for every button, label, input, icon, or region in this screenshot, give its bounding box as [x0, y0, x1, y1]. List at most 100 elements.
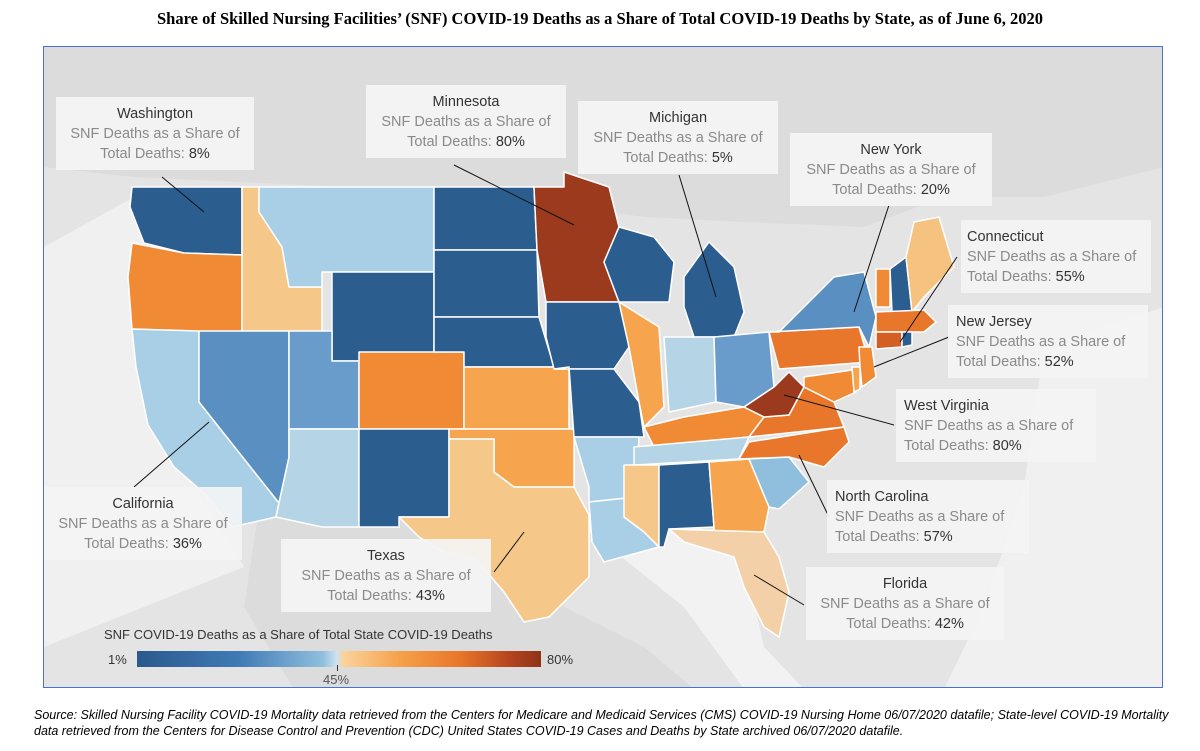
leader-new-jersey [873, 336, 950, 368]
callout-subtitle: SNF Deaths as a Share of [593, 130, 763, 146]
leader-california [133, 421, 210, 488]
state-wyoming [331, 271, 435, 362]
callout-connecticut: Connecticut SNF Deaths as a Share of Tot… [961, 220, 1151, 293]
legend-title: SNF COVID-19 Deaths as a Share of Total … [104, 627, 493, 642]
callout-subtitle: SNF Deaths as a Share of [381, 114, 551, 130]
callout-california: California SNF Deaths as a Share of Tota… [44, 487, 242, 560]
callout-subtitle: SNF Deaths as a Share of [58, 516, 228, 532]
callout-prefix: Total Deaths: [967, 269, 1052, 285]
callout-texas: Texas SNF Deaths as a Share of Total Dea… [281, 539, 491, 612]
callout-prefix: Total Deaths: [832, 182, 917, 198]
state-kansas [463, 366, 570, 430]
state-arizona [275, 428, 360, 528]
callout-state-name: New Jersey [956, 314, 1032, 330]
leader-texas [493, 531, 525, 573]
leader-west-virginia [783, 394, 895, 426]
callout-prefix: Total Deaths: [846, 616, 931, 632]
state-south-dakota [433, 249, 540, 318]
callout-prefix: Total Deaths: [904, 438, 989, 454]
source-note: Source: Skilled Nursing Facility COVID-1… [34, 708, 1169, 738]
callout-subtitle: SNF Deaths as a Share of [820, 596, 990, 612]
state-oregon [127, 242, 243, 334]
callout-state-name: West Virginia [904, 398, 989, 414]
state-mississippi [623, 464, 660, 548]
state-colorado [358, 351, 465, 430]
state-maryland [803, 368, 860, 403]
state-new-mexico [358, 428, 450, 528]
callout-west-virginia: West Virginia SNF Deaths as a Share of T… [896, 389, 1096, 462]
callout-state-name: Connecticut [967, 229, 1044, 245]
callout-minnesota: Minnesota SNF Deaths as a Share of Total… [366, 85, 566, 158]
map-frame: Washington SNF Deaths as a Share of Tota… [43, 46, 1163, 688]
callout-value: 36% [172, 536, 202, 552]
leader-minnesota [453, 164, 575, 226]
state-massachusetts [875, 309, 937, 333]
callout-value: 8% [188, 146, 210, 162]
callout-north-carolina: North Carolina SNF Deaths as a Share of … [827, 480, 1029, 553]
state-minnesota [533, 171, 620, 303]
callout-new-jersey: New Jersey SNF Deaths as a Share of Tota… [948, 305, 1148, 378]
callout-state-name: Minnesota [432, 94, 500, 110]
state-delaware [851, 366, 861, 393]
callout-washington: Washington SNF Deaths as a Share of Tota… [56, 97, 254, 170]
callout-prefix: Total Deaths: [84, 536, 169, 552]
callout-prefix: Total Deaths: [100, 146, 185, 162]
callout-value: 52% [1044, 354, 1074, 370]
state-florida [668, 528, 790, 638]
callout-value: 80% [992, 438, 1022, 454]
callout-subtitle: SNF Deaths as a Share of [904, 418, 1074, 434]
legend-mid-tick [337, 665, 338, 671]
legend-max-label: 80% [547, 652, 574, 667]
leader-washington [161, 176, 205, 213]
callout-state-name: North Carolina [835, 489, 929, 505]
state-north-dakota [433, 186, 538, 251]
callout-value: 57% [923, 529, 953, 545]
callout-subtitle: SNF Deaths as a Share of [301, 568, 471, 584]
callout-prefix: Total Deaths: [835, 529, 920, 545]
callout-subtitle: SNF Deaths as a Share of [956, 334, 1126, 350]
leader-new-york [853, 204, 890, 313]
state-rhode-island [901, 331, 913, 348]
callout-prefix: Total Deaths: [327, 588, 412, 604]
leader-michigan [678, 174, 717, 298]
callout-value: 43% [415, 588, 445, 604]
callout-state-name: New York [860, 142, 922, 158]
callout-state-name: Florida [882, 576, 928, 592]
state-new-jersey [858, 346, 877, 388]
callout-state-name: California [112, 496, 174, 512]
state-pennsylvania [768, 326, 870, 370]
state-iowa [545, 301, 630, 370]
callout-state-name: Texas [367, 548, 405, 564]
callout-new-york: New York SNF Deaths as a Share of Total … [790, 133, 992, 206]
legend-min-label: 1% [108, 652, 127, 667]
state-north-carolina [738, 426, 850, 468]
legend-color-scale [137, 651, 541, 667]
callout-state-name: Washington [116, 106, 194, 122]
callout-value: 55% [1055, 269, 1085, 285]
callout-state-name: Michigan [648, 110, 708, 126]
state-missouri [553, 366, 645, 438]
callout-subtitle: SNF Deaths as a Share of [70, 126, 240, 142]
state-vermont [875, 268, 891, 308]
callout-subtitle: SNF Deaths as a Share of [835, 509, 1005, 525]
callout-prefix: Total Deaths: [956, 354, 1041, 370]
state-indiana [663, 336, 717, 413]
callout-subtitle: SNF Deaths as a Share of [967, 249, 1137, 265]
callout-value: 42% [934, 616, 964, 632]
callout-prefix: Total Deaths: [623, 150, 708, 166]
state-connecticut [875, 331, 903, 350]
leader-north-carolina [798, 454, 830, 518]
gulf-water [584, 517, 803, 687]
leader-lines [133, 164, 958, 606]
legend-mid-label: 45% [323, 672, 350, 687]
callout-value: 80% [495, 134, 525, 150]
callout-prefix: Total Deaths: [407, 134, 492, 150]
callout-michigan: Michigan SNF Deaths as a Share of Total … [578, 101, 778, 174]
chart-title: Share of Skilled Nursing Facilities’ (SN… [157, 9, 1043, 28]
leader-connecticut [899, 256, 958, 343]
callout-value: 5% [711, 150, 733, 166]
callout-subtitle: SNF Deaths as a Share of [806, 162, 976, 178]
callout-value: 20% [920, 182, 950, 198]
leader-florida [753, 574, 805, 606]
callout-florida: Florida SNF Deaths as a Share of Total D… [806, 567, 1004, 640]
